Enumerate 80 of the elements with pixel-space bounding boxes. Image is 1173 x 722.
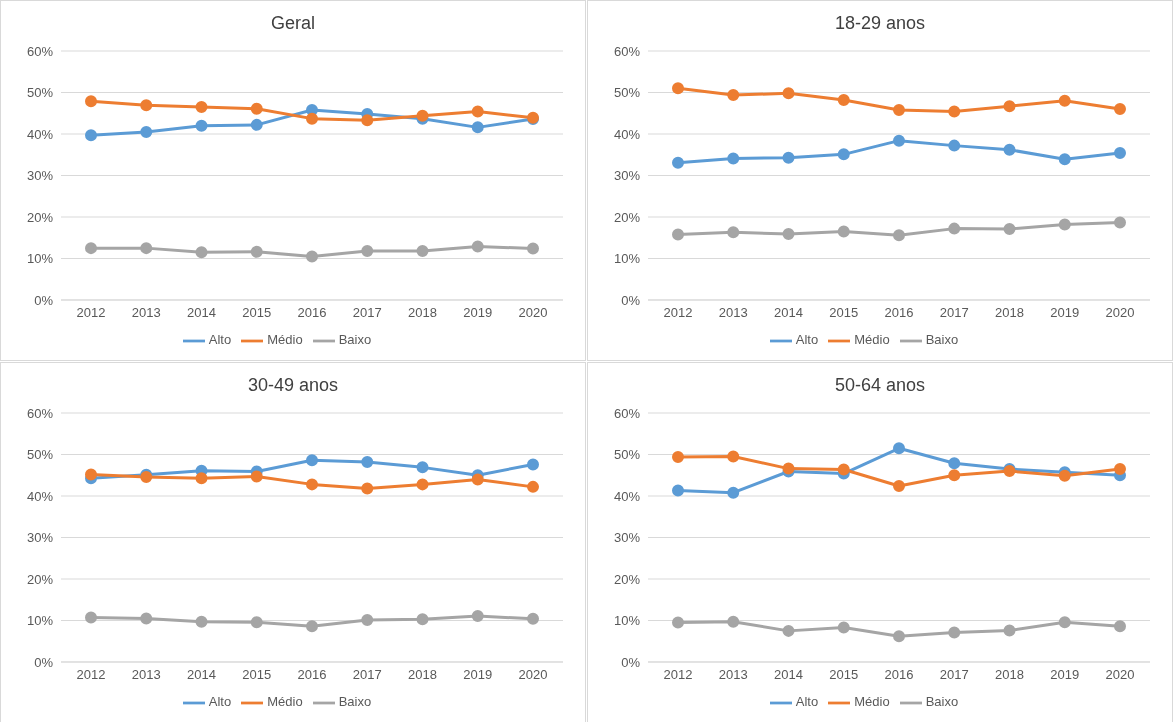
legend-label: Baixo (338, 694, 372, 710)
x-tick-label: 2016 (884, 667, 914, 683)
x-tick-label: 2018 (408, 305, 437, 321)
x-tick-label: 2017 (939, 305, 969, 321)
y-tick-label: 60% (613, 405, 641, 421)
y-tick-label: 50% (26, 447, 54, 463)
x-tick-label: 2015 (829, 667, 859, 683)
y-tick-label: 0% (621, 292, 641, 308)
legend-label: Médio (854, 694, 890, 710)
x-tick-label: 2020 (518, 305, 548, 321)
x-tick-label: 2018 (995, 667, 1024, 683)
x-tick-label: 2014 (774, 305, 803, 321)
y-tick-label: 30% (26, 530, 54, 546)
y-tick-label: 60% (26, 405, 54, 421)
y-tick-label: 50% (613, 85, 641, 101)
x-tick-label: 2015 (829, 305, 859, 321)
x-tick-label: 2016 (297, 667, 327, 683)
y-tick-label: 50% (613, 447, 641, 463)
y-tick-label: 10% (613, 613, 641, 629)
x-tick-label: 2017 (939, 667, 969, 683)
x-tick-label: 2020 (1105, 305, 1135, 321)
legend-label: Médio (267, 694, 303, 710)
chart-title: 18-29 anos (833, 13, 927, 35)
y-tick-label: 10% (26, 613, 54, 629)
x-tick-label: 2018 (995, 305, 1024, 321)
y-tick-label: 20% (26, 571, 54, 587)
x-tick-label: 2017 (352, 667, 382, 683)
legend-label: Médio (854, 332, 890, 348)
x-tick-label: 2018 (408, 667, 437, 683)
y-tick-label: 40% (26, 488, 54, 504)
y-tick-label: 0% (34, 654, 54, 670)
x-tick-label: 2013 (718, 667, 748, 683)
legend-label: Alto (208, 694, 232, 710)
x-tick-label: 2015 (242, 305, 272, 321)
x-tick-label: 2012 (76, 667, 106, 683)
x-tick-label: 2015 (242, 667, 272, 683)
y-tick-label: 10% (613, 251, 641, 267)
x-tick-label: 2013 (131, 305, 161, 321)
x-tick-label: 2019 (463, 667, 493, 683)
y-tick-label: 20% (26, 209, 54, 225)
x-tick-label: 2017 (352, 305, 382, 321)
y-tick-label: 0% (621, 654, 641, 670)
legend-label: Baixo (925, 694, 959, 710)
x-tick-label: 2014 (187, 305, 216, 321)
x-tick-label: 2013 (718, 305, 748, 321)
y-tick-label: 40% (26, 126, 54, 142)
y-tick-label: 30% (613, 530, 641, 546)
legend-label: Baixo (925, 332, 959, 348)
x-tick-label: 2012 (76, 305, 106, 321)
x-tick-label: 2020 (1105, 667, 1135, 683)
y-tick-label: 60% (26, 43, 54, 59)
chart-title: 30-49 anos (246, 375, 340, 397)
chart-title: 50-64 anos (833, 375, 927, 397)
x-tick-label: 2020 (518, 667, 548, 683)
legend-label: Alto (795, 332, 819, 348)
x-tick-label: 2019 (1050, 667, 1080, 683)
y-tick-label: 30% (26, 168, 54, 184)
y-tick-label: 40% (613, 488, 641, 504)
x-tick-label: 2013 (131, 667, 161, 683)
y-tick-label: 50% (26, 85, 54, 101)
y-tick-label: 20% (613, 571, 641, 587)
y-tick-label: 20% (613, 209, 641, 225)
y-tick-label: 0% (34, 292, 54, 308)
legend-label: Alto (208, 332, 232, 348)
x-tick-label: 2012 (663, 667, 693, 683)
x-tick-label: 2019 (463, 305, 493, 321)
y-tick-label: 30% (613, 168, 641, 184)
x-tick-label: 2014 (187, 667, 216, 683)
y-tick-label: 60% (613, 43, 641, 59)
legend-label: Baixo (338, 332, 372, 348)
x-tick-label: 2012 (663, 305, 693, 321)
x-tick-label: 2016 (884, 305, 914, 321)
y-tick-label: 40% (613, 126, 641, 142)
x-tick-label: 2016 (297, 305, 327, 321)
x-tick-label: 2019 (1050, 305, 1080, 321)
x-tick-label: 2014 (774, 667, 803, 683)
legend-label: Alto (795, 694, 819, 710)
y-tick-label: 10% (26, 251, 54, 267)
legend-label: Médio (267, 332, 303, 348)
chart-title: Geral (270, 13, 316, 35)
